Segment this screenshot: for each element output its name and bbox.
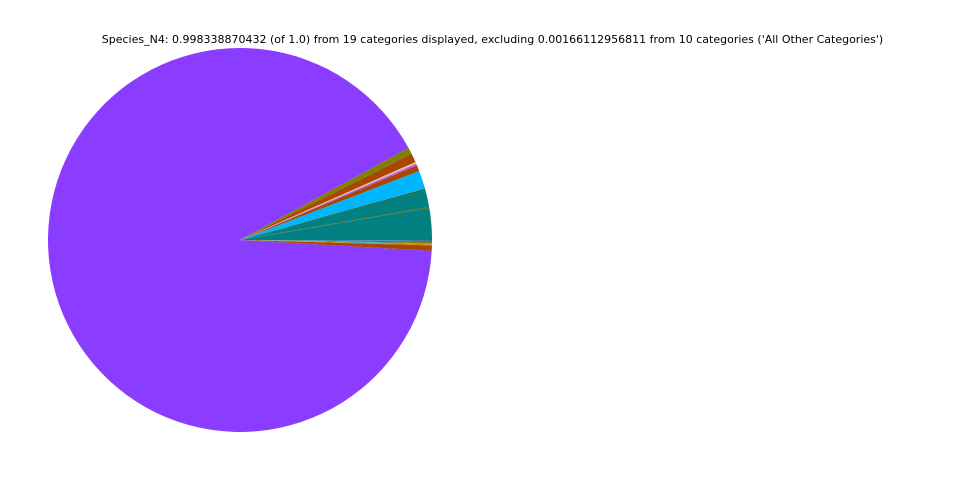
pie-slice-14 — [240, 240, 432, 246]
pie-slice-1 — [240, 207, 432, 240]
pie-slice-18 — [240, 240, 432, 242]
pie-slice-11 — [240, 147, 412, 240]
pie-slice-12 — [48, 47, 432, 433]
pie-slice-7 — [240, 163, 417, 240]
pie-slice-6 — [240, 165, 420, 240]
pie-slice-5 — [240, 171, 426, 240]
pie-slice-4 — [240, 188, 426, 240]
pie-slice-10 — [240, 153, 416, 240]
pie-slice-13 — [240, 240, 432, 251]
pie-slice-8 — [240, 162, 417, 240]
pie-slice-15 — [240, 240, 432, 245]
pie-slice-17 — [240, 240, 432, 243]
chart-title: Species_N4: 0.998338870432 (of 1.0) from… — [101, 33, 884, 46]
pie-slice-16 — [240, 240, 432, 244]
pie-slice-2 — [240, 206, 430, 240]
pie-slice-9 — [240, 161, 416, 240]
pie-slice-3 — [240, 189, 430, 240]
